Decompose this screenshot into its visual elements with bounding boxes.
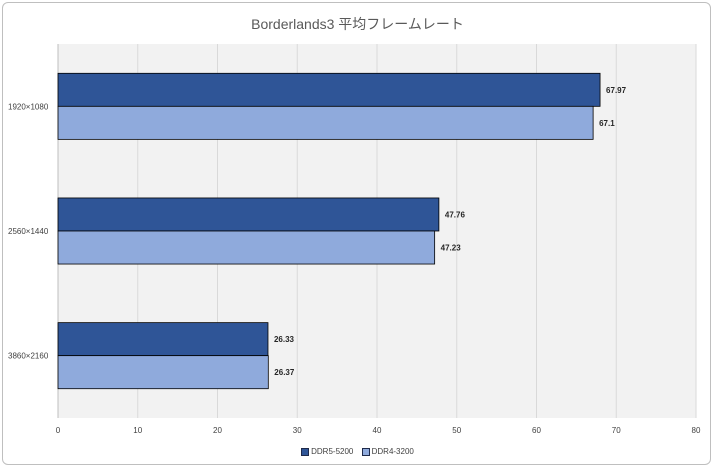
bar bbox=[57, 322, 269, 357]
data-label: 26.37 bbox=[274, 368, 295, 377]
legend-label-ddr5: DDR5-5200 bbox=[311, 447, 354, 456]
bar bbox=[57, 355, 269, 390]
data-label: 67.97 bbox=[606, 86, 627, 95]
category-label: 3860×2160 bbox=[8, 352, 49, 361]
data-label: 47.23 bbox=[441, 244, 462, 253]
legend-item-ddr5: DDR5-5200 bbox=[301, 447, 353, 456]
legend-label-ddr4: DDR4-3200 bbox=[371, 447, 414, 456]
bar bbox=[57, 230, 436, 265]
bar bbox=[57, 72, 601, 107]
category-label: 2560×1440 bbox=[8, 227, 49, 236]
bar bbox=[57, 105, 594, 140]
x-tick-label: 80 bbox=[692, 426, 701, 435]
category-label: 1920×1080 bbox=[8, 102, 49, 111]
legend-swatch-ddr5 bbox=[301, 447, 310, 456]
data-label: 67.1 bbox=[599, 119, 615, 128]
x-tick-label: 40 bbox=[373, 426, 382, 435]
legend-swatch-ddr4 bbox=[361, 447, 370, 456]
x-tick-label: 70 bbox=[612, 426, 621, 435]
x-tick-label: 30 bbox=[293, 426, 302, 435]
legend-item-ddr4: DDR4-3200 bbox=[361, 447, 414, 456]
x-tick-label: 60 bbox=[532, 426, 541, 435]
x-tick-label: 0 bbox=[56, 426, 61, 435]
bar bbox=[57, 197, 440, 232]
data-label: 47.76 bbox=[445, 210, 466, 219]
legend: DDR5-5200 DDR4-3200 bbox=[0, 447, 715, 458]
x-tick-label: 20 bbox=[213, 426, 222, 435]
chart-title: Borderlands3 平均フレームレート bbox=[251, 16, 464, 32]
data-label: 26.33 bbox=[274, 335, 295, 344]
x-tick-label: 50 bbox=[452, 426, 461, 435]
x-tick-label: 10 bbox=[133, 426, 142, 435]
